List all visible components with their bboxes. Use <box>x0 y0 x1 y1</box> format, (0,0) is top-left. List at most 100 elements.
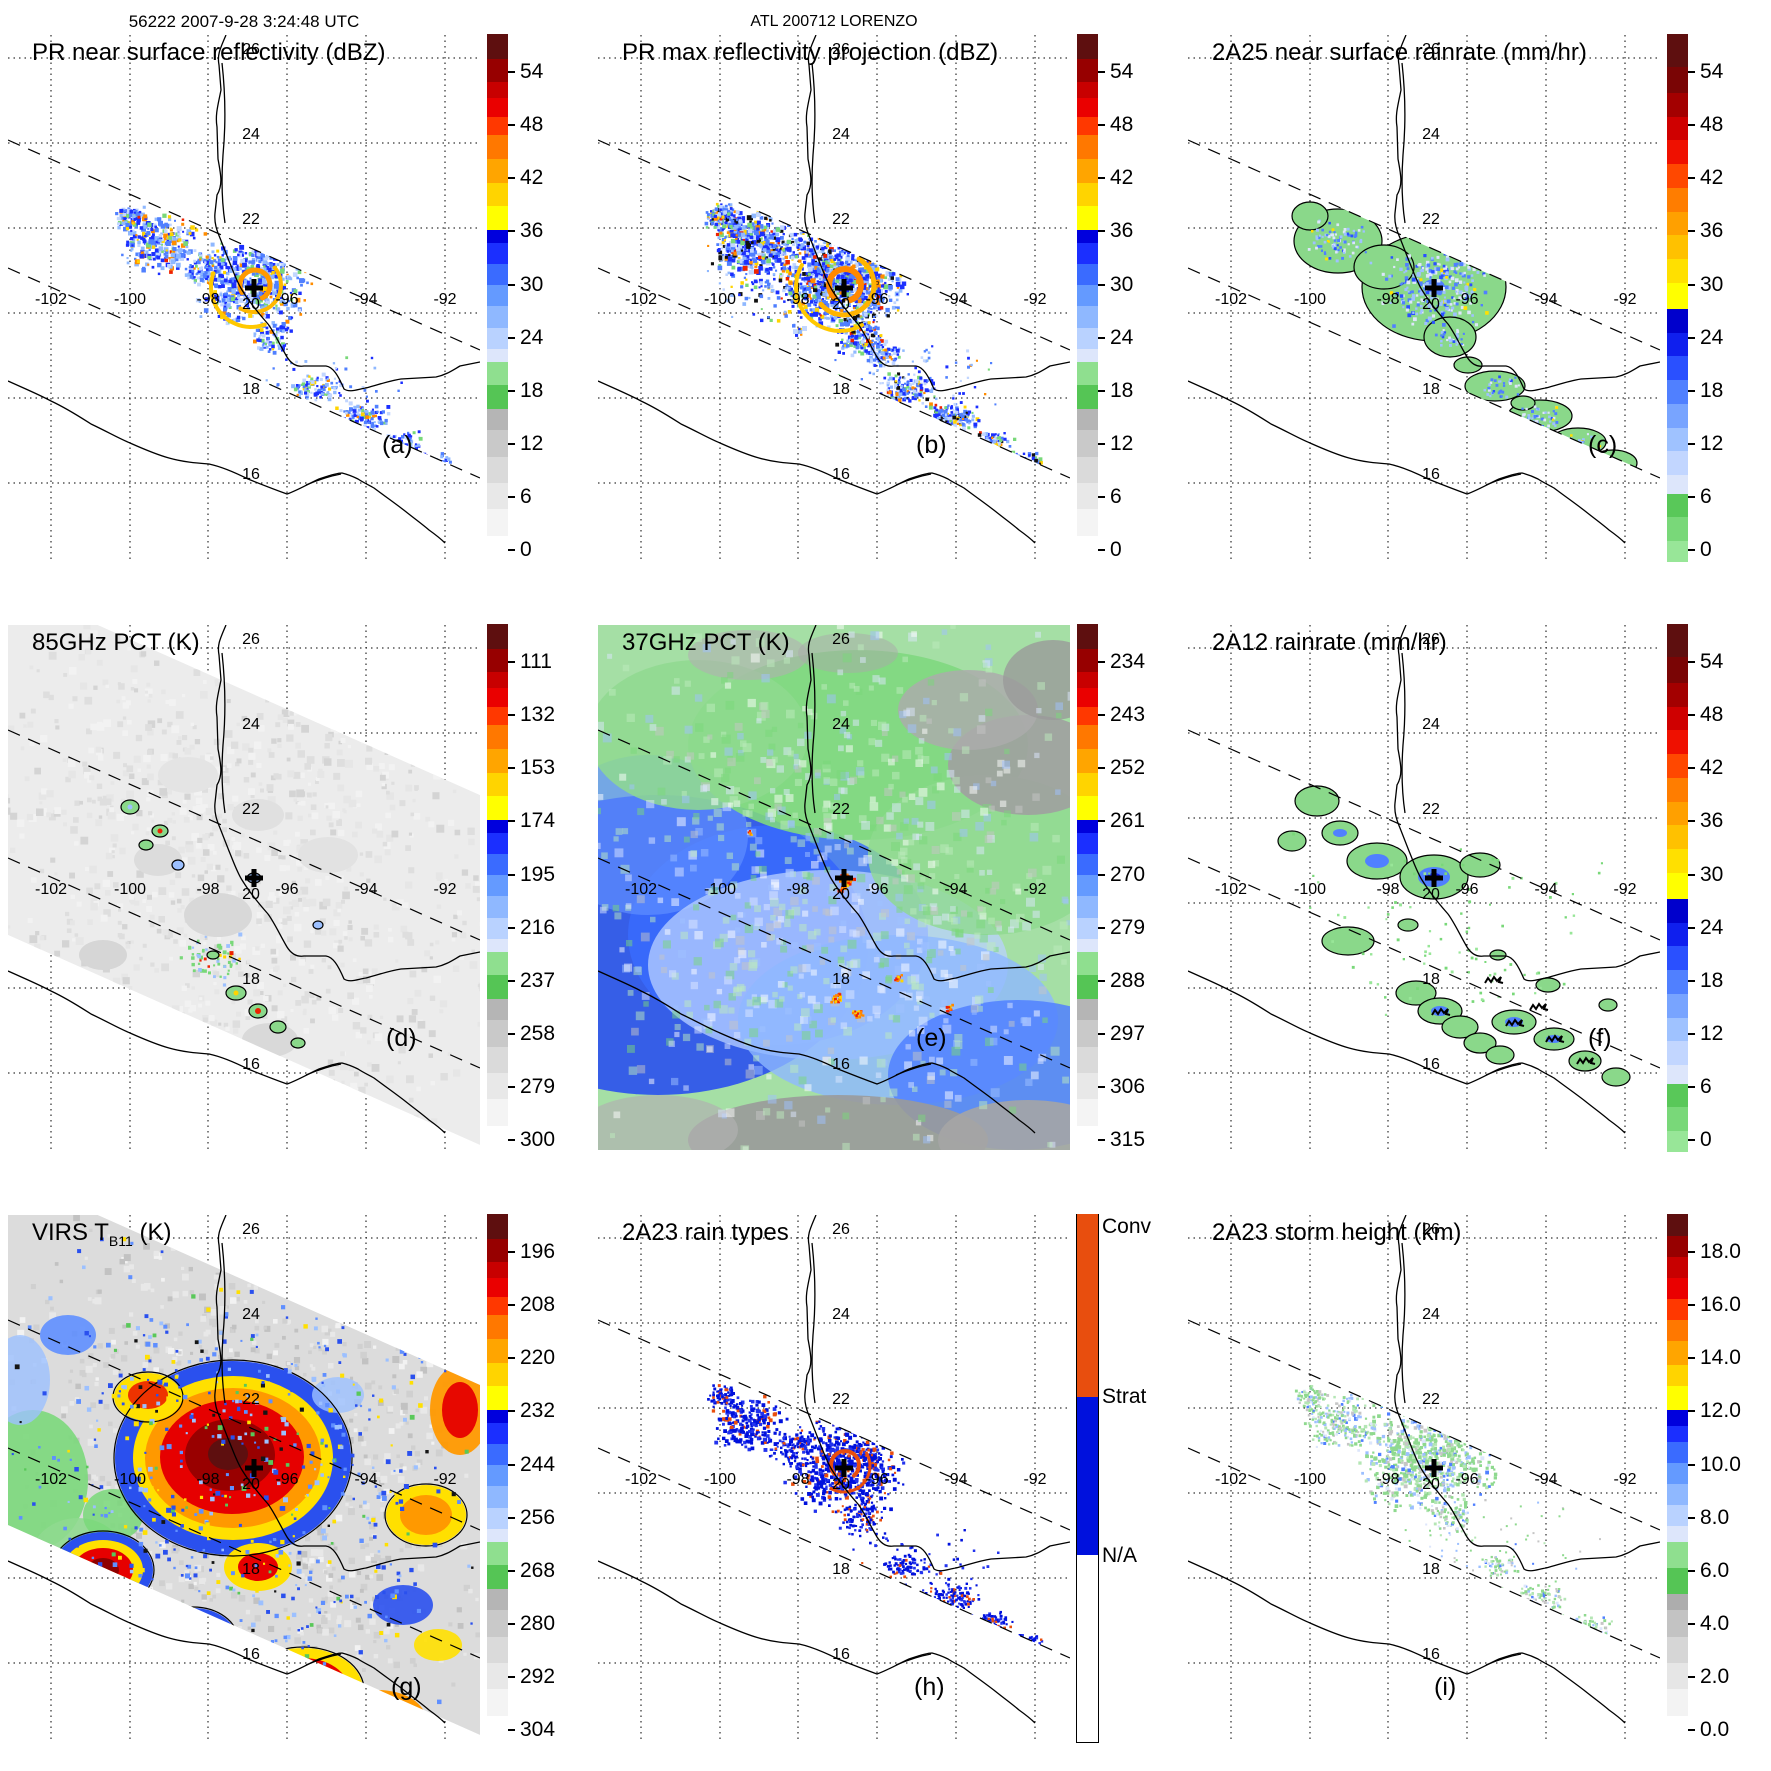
panel-letter: (i) <box>1434 1673 1457 1701</box>
colorbar-tick <box>1098 549 1105 552</box>
colorbar-tick-label: 280 <box>520 1612 556 1636</box>
panel-title: 2A23 storm height (km) <box>1212 1219 1461 1249</box>
colorbar-segment <box>487 181 508 207</box>
colorbar-segment <box>1667 800 1688 826</box>
colorbar-tick <box>1098 177 1105 180</box>
panel-d: -102 -100 -98 -96 -94 -92 26 24 22 20 18 16 85GHz P… <box>8 625 480 1150</box>
colorbar-tick-label: 12.0 <box>1700 1399 1741 1423</box>
panel-title: PR max reflectivity projection (dBZ) <box>622 39 998 69</box>
colorbar-tick-label: 243 <box>1110 703 1146 727</box>
colorbar-tick <box>1688 1729 1695 1732</box>
colorbar-tick <box>1688 549 1695 552</box>
swath-edge-lines <box>1188 1319 1660 1659</box>
panel-letter: (e) <box>916 1024 947 1052</box>
colorbar-tick <box>1688 926 1695 929</box>
colorbar-segment <box>1667 332 1688 357</box>
colorbar-segment <box>487 1338 508 1363</box>
colorbar-tick-label: 0 <box>520 538 532 562</box>
colorbar-tick <box>1688 1139 1695 1142</box>
colorbar-segment <box>487 229 508 244</box>
colorbar-segment <box>487 1046 508 1073</box>
colorbar: 0 6 12 18 24 30 36 42 48 54 <box>1667 34 1771 562</box>
colorbar-tick-label: 304 <box>520 1718 556 1742</box>
colorbar-segment <box>1077 482 1098 510</box>
colorbar-tick-label: 18.0 <box>1700 1239 1741 1263</box>
colorbar-segment <box>1077 874 1098 897</box>
colorbar-segment <box>487 1277 508 1297</box>
colorbar-tick <box>1098 70 1105 73</box>
colorbar-tick-label: 268 <box>520 1558 556 1582</box>
svg-text:-96: -96 <box>275 291 298 308</box>
colorbar-segment <box>1667 474 1688 494</box>
colorbar-bar <box>487 1214 508 1742</box>
colorbar-segment <box>1077 853 1098 876</box>
map-canvas: -102 -100 -98 -96 -94 -92 26 24 22 20 18 16 <box>1188 1215 1660 1740</box>
colorbar-tick <box>508 873 515 876</box>
colorbar-tick-label: 48 <box>520 113 544 137</box>
colorbar-segment <box>1667 1235 1688 1258</box>
colorbar-segment <box>1077 724 1098 749</box>
colorbar-segment <box>487 429 508 457</box>
colorbar-segment <box>487 347 508 362</box>
colorbar-segment <box>487 874 508 897</box>
swath-edge-lines <box>8 729 480 1069</box>
colorbar-segment <box>1667 777 1688 802</box>
svg-text:26: 26 <box>832 41 850 58</box>
colorbar-segment <box>1077 1396 1098 1555</box>
colorbar-tick <box>508 389 515 392</box>
colorbar-tick <box>1098 820 1105 823</box>
colorbar-segment <box>1077 671 1098 689</box>
colorbar-segment <box>1077 81 1098 99</box>
svg-text:22: 22 <box>832 211 850 228</box>
colorbar-segment <box>1077 974 1098 1000</box>
colorbar-bar <box>487 624 508 1152</box>
colorbar-segment <box>487 1527 508 1542</box>
colorbar-segment <box>487 384 508 410</box>
colorbar-tick <box>1688 1033 1695 1036</box>
colorbar-tick-label: 279 <box>520 1075 556 1099</box>
colorbar-tick <box>508 1304 515 1307</box>
colorbar-tick <box>1688 1250 1695 1253</box>
colorbar-tick <box>1688 496 1695 499</box>
storm-center-marker <box>1425 869 1443 887</box>
colorbar-segment <box>487 134 508 159</box>
colorbar-segment <box>487 361 508 386</box>
colorbar-tick-label: 0 <box>1110 538 1122 562</box>
colorbar-tick-label: 24 <box>1700 915 1724 939</box>
colorbar-bar <box>1667 1214 1688 1742</box>
colorbar-segment <box>1077 34 1098 59</box>
colorbar-bar <box>1667 34 1688 562</box>
colorbar-tick-label: 256 <box>520 1505 556 1529</box>
colorbar-segment <box>1667 1636 1688 1663</box>
colorbar-segment <box>1077 706 1098 726</box>
svg-text:-94: -94 <box>354 291 377 308</box>
colorbar-tick-label: 4.0 <box>1700 1612 1730 1636</box>
panel-title: 2A12 rainrate (mm/hr) <box>1212 629 1447 659</box>
colorbar-tick-label: 12 <box>1110 432 1134 456</box>
colorbar-tick-label: 220 <box>520 1346 556 1370</box>
colorbar-bar <box>487 34 508 562</box>
colorbar-segment <box>1667 1441 1688 1463</box>
colorbar-tick-label: 234 <box>1110 649 1146 673</box>
colorbar-tick <box>1688 1623 1695 1626</box>
colorbar-tick <box>1688 1569 1695 1572</box>
colorbar-segment <box>487 1314 508 1339</box>
colorbar-segment <box>487 1485 508 1508</box>
map-canvas: -102 -100 -98 -96 -94 -92 26 24 22 20 18 16 <box>8 35 480 560</box>
colorbar-segment <box>487 1385 508 1410</box>
colorbar-segment <box>1667 1541 1688 1569</box>
colorbar-tick <box>1098 873 1105 876</box>
colorbar-tick-label: 12 <box>1700 1022 1724 1046</box>
colorbar-segment <box>487 81 508 99</box>
colorbar-tick <box>1688 1086 1695 1089</box>
coastline <box>1188 1215 1660 1724</box>
colorbar-tick <box>508 177 515 180</box>
colorbar-segment <box>487 1422 508 1445</box>
